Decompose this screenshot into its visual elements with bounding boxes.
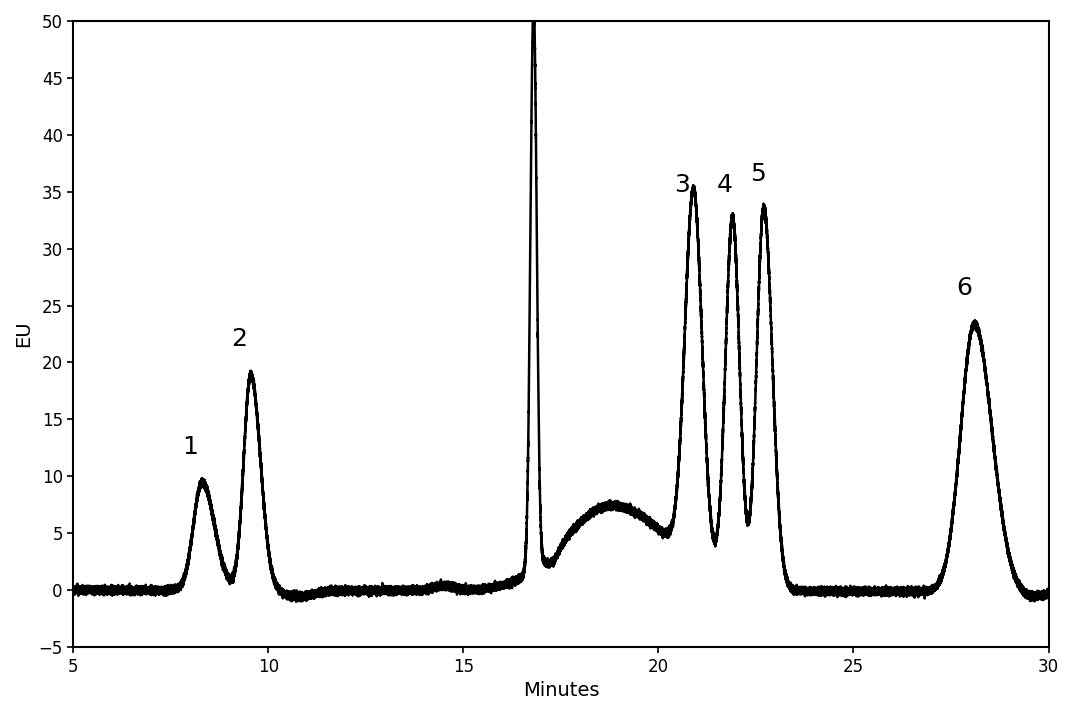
Text: 4: 4 bbox=[717, 174, 733, 197]
X-axis label: Minutes: Minutes bbox=[523, 681, 599, 700]
Text: 5: 5 bbox=[750, 162, 766, 186]
Text: 3: 3 bbox=[674, 174, 690, 197]
Text: 2: 2 bbox=[231, 327, 247, 351]
Y-axis label: EU: EU bbox=[14, 321, 33, 347]
Text: 6: 6 bbox=[957, 276, 972, 300]
Text: 1: 1 bbox=[182, 436, 199, 459]
